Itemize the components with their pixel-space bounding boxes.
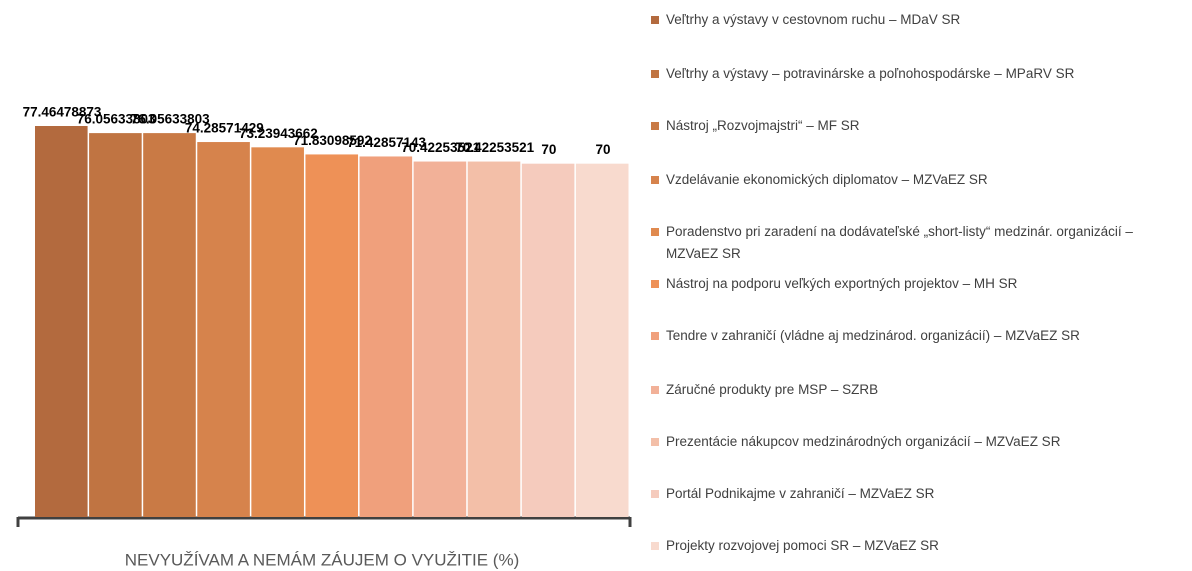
bar: [197, 142, 250, 517]
legend-label: Nástroj na podporu veľkých exportných pr…: [666, 276, 1018, 291]
data-label: 70: [541, 142, 556, 157]
legend-item: Portál Podnikajme v zahraničí – MZVaEZ S…: [651, 483, 1186, 505]
bar: [143, 133, 196, 518]
legend-swatch: [651, 542, 659, 550]
bar: [467, 161, 521, 517]
bar: [251, 147, 304, 517]
bar: [359, 156, 413, 517]
legend-swatch: [651, 70, 659, 78]
data-label: 74.28571429: [185, 121, 264, 136]
legend-item: Veľtrhy a výstavy – potravinárske a poľn…: [651, 63, 1186, 85]
data-label: 71.42857143: [347, 135, 426, 150]
data-label: 77.46478873: [23, 105, 102, 120]
data-label: 70.42253521: [401, 140, 480, 155]
legend-item: Nástroj na podporu veľkých exportných pr…: [651, 273, 1186, 295]
data-label: 70: [595, 142, 610, 157]
bar: [575, 163, 629, 518]
legend-swatch: [651, 176, 659, 184]
data-label: 76.05633803: [77, 112, 156, 127]
legend-label: Veľtrhy a výstavy – potravinárske a poľn…: [666, 66, 1075, 81]
data-label: 70.42253521: [455, 140, 534, 155]
legend-item: Nástroj „Rozvojmajstri“ – MF SR: [651, 115, 1186, 137]
legend-label: Projekty rozvojovej pomoci SR – MZVaEZ S…: [666, 538, 939, 553]
legend-swatch: [651, 332, 659, 340]
bar: [413, 161, 467, 517]
legend-swatch: [651, 438, 659, 446]
legend-label: Záručné produkty pre MSP – SZRB: [666, 382, 879, 397]
legend-item: Veľtrhy a výstavy v cestovnom ruchu – MD…: [651, 9, 1186, 31]
bar: [35, 126, 88, 517]
bar: [89, 133, 142, 518]
data-label: 76.05633803: [131, 112, 210, 127]
legend-label: Veľtrhy a výstavy v cestovnom ruchu – MD…: [666, 12, 961, 27]
bar: [521, 163, 575, 518]
legend-label: Portál Podnikajme v zahraničí – MZVaEZ S…: [666, 486, 935, 501]
bar: [305, 154, 359, 517]
chart: NEVYUŽÍVAM A NEMÁM ZÁUJEM O VYUŽITIE (%)…: [16, 105, 632, 569]
legend-swatch: [651, 228, 659, 236]
legend-label: Tendre v zahraničí (vládne aj medzinárod…: [666, 328, 1080, 343]
data-label: 73.23943662: [239, 126, 318, 141]
legend-label: Nástroj „Rozvojmajstri“ – MF SR: [666, 118, 860, 133]
legend-item: Vzdelávanie ekonomických diplomatov – MZ…: [651, 169, 1186, 191]
legend-item: Prezentácie nákupcov medzinárodných orga…: [651, 431, 1186, 453]
data-label: 71.83098592: [293, 133, 372, 148]
legend-swatch: [651, 386, 659, 394]
legend-swatch: [651, 280, 659, 288]
legend-swatch: [651, 16, 659, 24]
legend-swatch: [651, 122, 659, 130]
legend-label: Prezentácie nákupcov medzinárodných orga…: [666, 434, 1061, 449]
legend-label: Poradenstvo pri zaradení na dodávateľské…: [666, 224, 1133, 261]
legend-item: Záručné produkty pre MSP – SZRB: [651, 379, 1186, 401]
legend-item: Projekty rozvojovej pomoci SR – MZVaEZ S…: [651, 535, 1186, 557]
legend-swatch: [651, 490, 659, 498]
legend-item: Tendre v zahraničí (vládne aj medzinárod…: [651, 325, 1186, 347]
category-label: NEVYUŽÍVAM A NEMÁM ZÁUJEM O VYUŽITIE (%): [125, 550, 520, 569]
legend-item: Poradenstvo pri zaradení na dodávateľské…: [651, 221, 1186, 265]
legend-label: Vzdelávanie ekonomických diplomatov – MZ…: [666, 172, 988, 187]
